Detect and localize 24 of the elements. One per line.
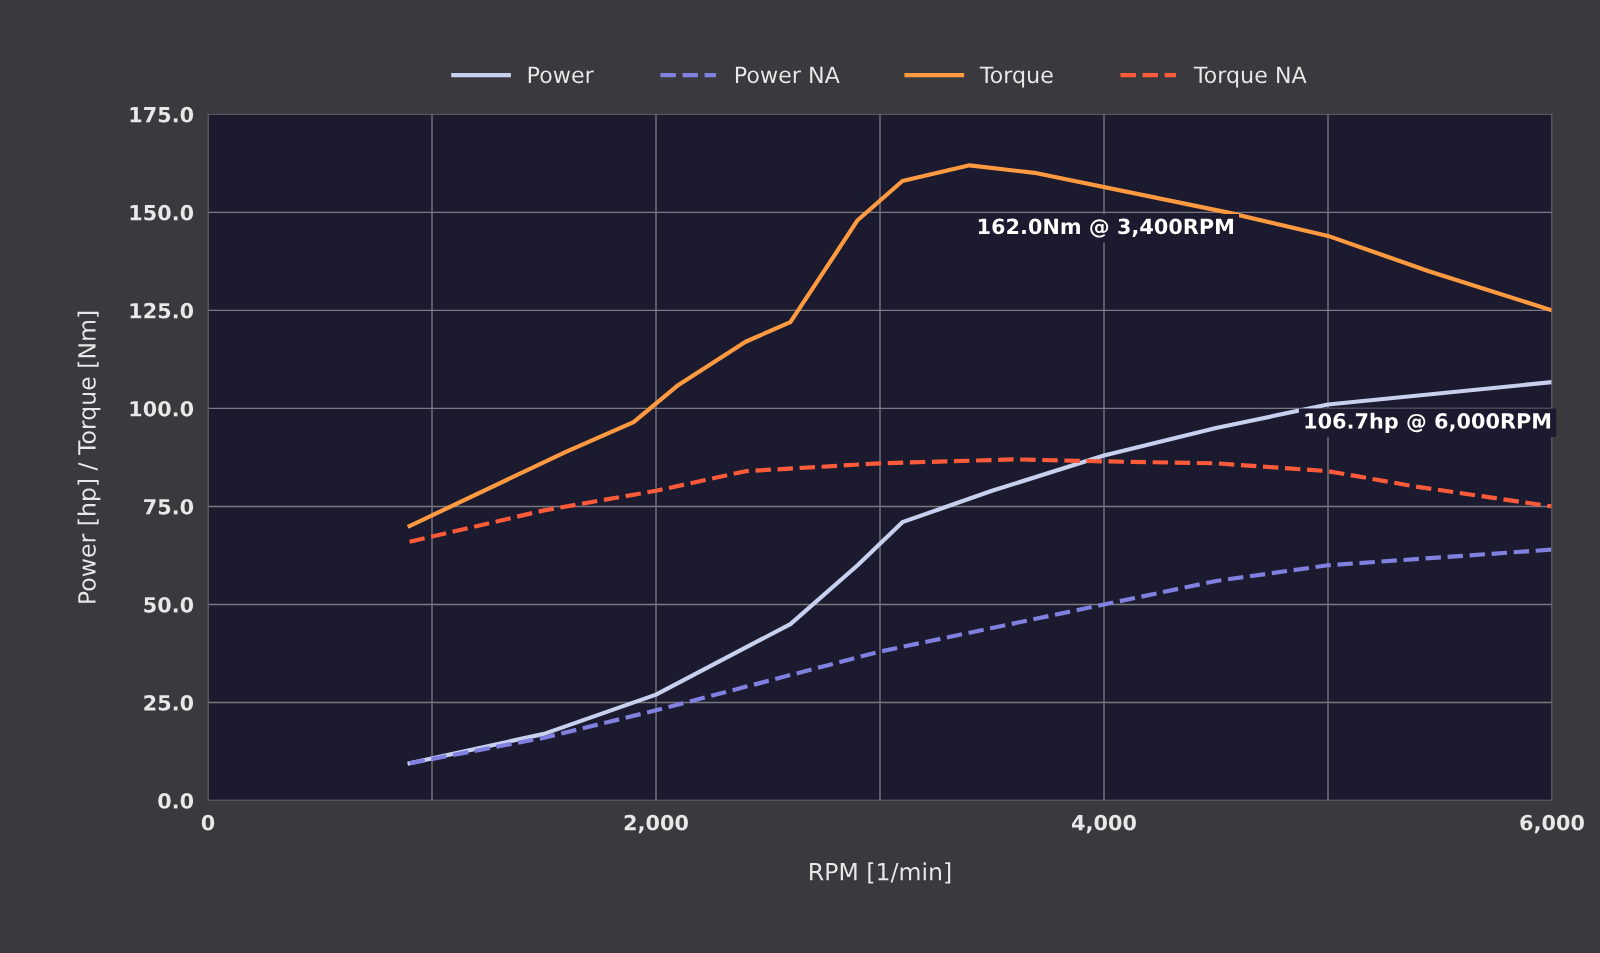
x-axis-title: RPM [1/min] [810,862,951,884]
legend-label: Torque NA [1193,66,1307,88]
x-tick-label: 6,000 [1520,814,1584,834]
y-tick-label: 50.0 [144,596,194,613]
y-tick-label: 150.0 [130,204,194,221]
line-series [407,380,1552,766]
x-tick-label: 4,000 [1071,814,1136,834]
line-series [407,163,1552,529]
legend-label: Torque [979,66,1053,88]
legend-label: Power NA [735,66,840,84]
x-tick-label: 2,000 [624,814,688,834]
y-tick-label: 0.0 [158,792,194,809]
y-tick-label: 75.0 [144,498,194,515]
y-tick-label: 100.0 [130,400,194,417]
x-tick-label: 0 [201,814,215,831]
annotation: 162.0Nm @ 3,400RPM [978,218,1233,238]
y-tick-label: 25.0 [144,694,194,711]
y-tick-label: 125.0 [130,302,194,319]
legend-label: Power [528,66,594,84]
y-axis-title: Power [hp] / Torque [Nm] [77,311,101,603]
line-series [407,457,1552,544]
line-series [407,547,1552,766]
annotation: 106.7hp @ 6,000RPM [1305,412,1551,433]
y-tick-label: 175.0 [130,106,194,123]
